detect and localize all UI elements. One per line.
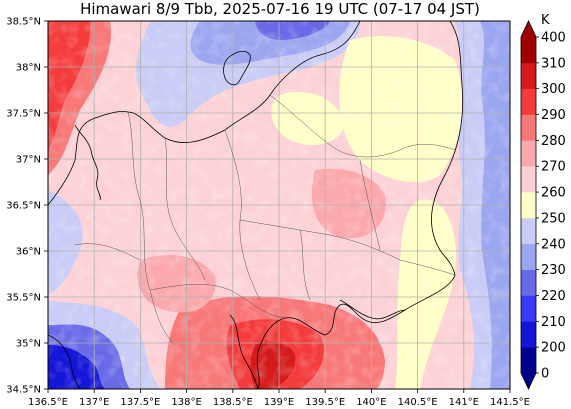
- colorbar-segment: [521, 295, 536, 322]
- y-tick-label: 38°N: [16, 63, 41, 74]
- x-tick-label: 138°E: [171, 397, 201, 408]
- x-tick-label: 139°E: [264, 397, 294, 408]
- colorbar-tick-label: 300: [541, 82, 566, 97]
- colorbar-segment: [521, 88, 536, 115]
- y-axis: 34.5°N 35°N 35.5°N 36°N 36.5°N 37°N 37.5°N 38°N…: [6, 17, 48, 396]
- x-tick-label: 139.5°E: [305, 397, 345, 408]
- colorbar-tick-label: 240: [541, 237, 566, 252]
- y-tick-label: 38.5°N: [6, 17, 41, 28]
- colorbar-segment: [521, 140, 536, 167]
- colorbar-segment: [521, 37, 536, 64]
- coastline-izu: [229, 314, 259, 389]
- x-tick-label: 137°E: [79, 397, 109, 408]
- colorbar-segment: [521, 62, 536, 89]
- colorbar-tick-label: 290: [541, 108, 566, 123]
- x-tick-label: 136.5°E: [28, 397, 68, 408]
- y-tick-label: 36.5°N: [6, 201, 41, 212]
- colorbar-tick-label: 250: [541, 211, 566, 226]
- colorbar-tick-label: 230: [541, 263, 566, 278]
- coastline-sado: [223, 50, 251, 86]
- coastline-ise: [48, 334, 81, 389]
- y-tick-label: 34.5°N: [6, 385, 41, 396]
- y-tick-label: 35.5°N: [6, 293, 41, 304]
- map-title: Himawari 8/9 Tbb, 2025-07-16 19 UTC (07-…: [80, 0, 480, 18]
- colorbar-tick-label: 0: [541, 367, 549, 382]
- plot-area: [48, 21, 510, 389]
- colorbar-tick-label: 260: [541, 186, 566, 201]
- y-tick-label: 35°N: [16, 339, 41, 350]
- colorbar-segment: [521, 347, 536, 374]
- x-axis: 136.5°E 137°E 137.5°E 138°E 138.5°E 139°E 139.…: [28, 389, 530, 408]
- coastline-noto: [74, 124, 101, 201]
- x-tick-label: 137.5°E: [120, 397, 160, 408]
- coastline-boso: [339, 299, 406, 320]
- colorbar-extend-min: [521, 373, 536, 389]
- colorbar-tick-label: 210: [541, 315, 566, 330]
- colorbar-tick-label: 280: [541, 134, 566, 149]
- colorbar-segment: [521, 192, 536, 219]
- x-tick-label: 141.5°E: [490, 397, 530, 408]
- colorbar-unit: K: [541, 13, 550, 28]
- y-tick-label: 37.5°N: [6, 109, 41, 120]
- colorbar-extend-max: [521, 21, 536, 37]
- colorbar: 0 200 210 220 230 240 250 260 270 280 290 300 310 400…: [520, 13, 566, 390]
- colorbar-segment: [521, 166, 536, 193]
- colorbar-segment: [521, 321, 536, 348]
- colorbar-segment: [521, 114, 536, 141]
- x-tick-label: 140°E: [356, 397, 386, 408]
- x-tick-label: 140.5°E: [398, 397, 438, 408]
- prefecture-borders: [74, 94, 456, 346]
- graticule: [48, 21, 510, 389]
- colorbar-segment: [521, 269, 536, 296]
- colorbar-tick-label: 200: [541, 341, 566, 356]
- colorbar-tick-label: 400: [541, 31, 566, 46]
- x-tick-label: 138.5°E: [213, 397, 253, 408]
- y-tick-label: 37°N: [16, 155, 41, 166]
- colorbar-tick-label: 310: [541, 56, 566, 71]
- y-tick-label: 36°N: [16, 247, 41, 258]
- colorbar-tick-label: 270: [541, 160, 566, 175]
- colorbar-tick-label: 220: [541, 289, 566, 304]
- x-tick-label: 141°E: [449, 397, 479, 408]
- colorbar-segment: [521, 243, 536, 270]
- colorbar-segment: [521, 217, 536, 245]
